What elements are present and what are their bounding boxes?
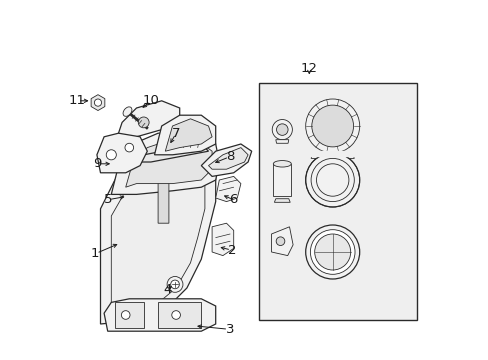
Polygon shape [158,302,201,328]
Text: 2: 2 [227,244,236,257]
Text: 11: 11 [68,94,85,107]
Text: 4: 4 [163,283,171,296]
Polygon shape [310,153,354,158]
Text: 8: 8 [225,150,234,163]
Circle shape [314,234,350,270]
Polygon shape [101,151,215,324]
Polygon shape [125,140,212,187]
Polygon shape [215,176,241,202]
Circle shape [276,124,287,135]
Polygon shape [97,133,147,173]
Ellipse shape [123,107,132,116]
Circle shape [276,237,284,246]
Text: 3: 3 [225,323,234,336]
Polygon shape [201,144,251,176]
Polygon shape [115,101,179,144]
Polygon shape [271,227,292,256]
Circle shape [138,117,149,128]
Text: 10: 10 [142,94,159,107]
Text: 1: 1 [91,247,99,260]
Circle shape [310,230,354,274]
Polygon shape [273,164,291,196]
Polygon shape [258,83,416,320]
Polygon shape [158,166,168,223]
Circle shape [170,280,179,289]
Text: 12: 12 [300,62,317,75]
Polygon shape [91,95,104,111]
Circle shape [171,311,180,319]
Text: 5: 5 [103,193,112,206]
Polygon shape [111,133,219,194]
Circle shape [121,311,130,319]
Text: 9: 9 [93,157,101,170]
Polygon shape [208,148,247,169]
Polygon shape [154,115,215,155]
Circle shape [305,153,359,207]
Polygon shape [104,299,215,331]
Circle shape [272,120,292,140]
Circle shape [305,225,359,279]
Circle shape [167,276,183,292]
Text: 7: 7 [171,127,180,140]
Circle shape [125,143,133,152]
Polygon shape [274,199,289,202]
Polygon shape [275,140,288,143]
Polygon shape [115,302,143,328]
Polygon shape [212,223,233,256]
Circle shape [106,150,116,160]
Circle shape [94,99,102,106]
Polygon shape [165,119,212,151]
Text: 6: 6 [229,193,237,206]
Polygon shape [111,162,204,313]
Polygon shape [129,144,208,162]
Circle shape [305,99,359,153]
Ellipse shape [273,161,291,167]
Circle shape [311,105,353,147]
